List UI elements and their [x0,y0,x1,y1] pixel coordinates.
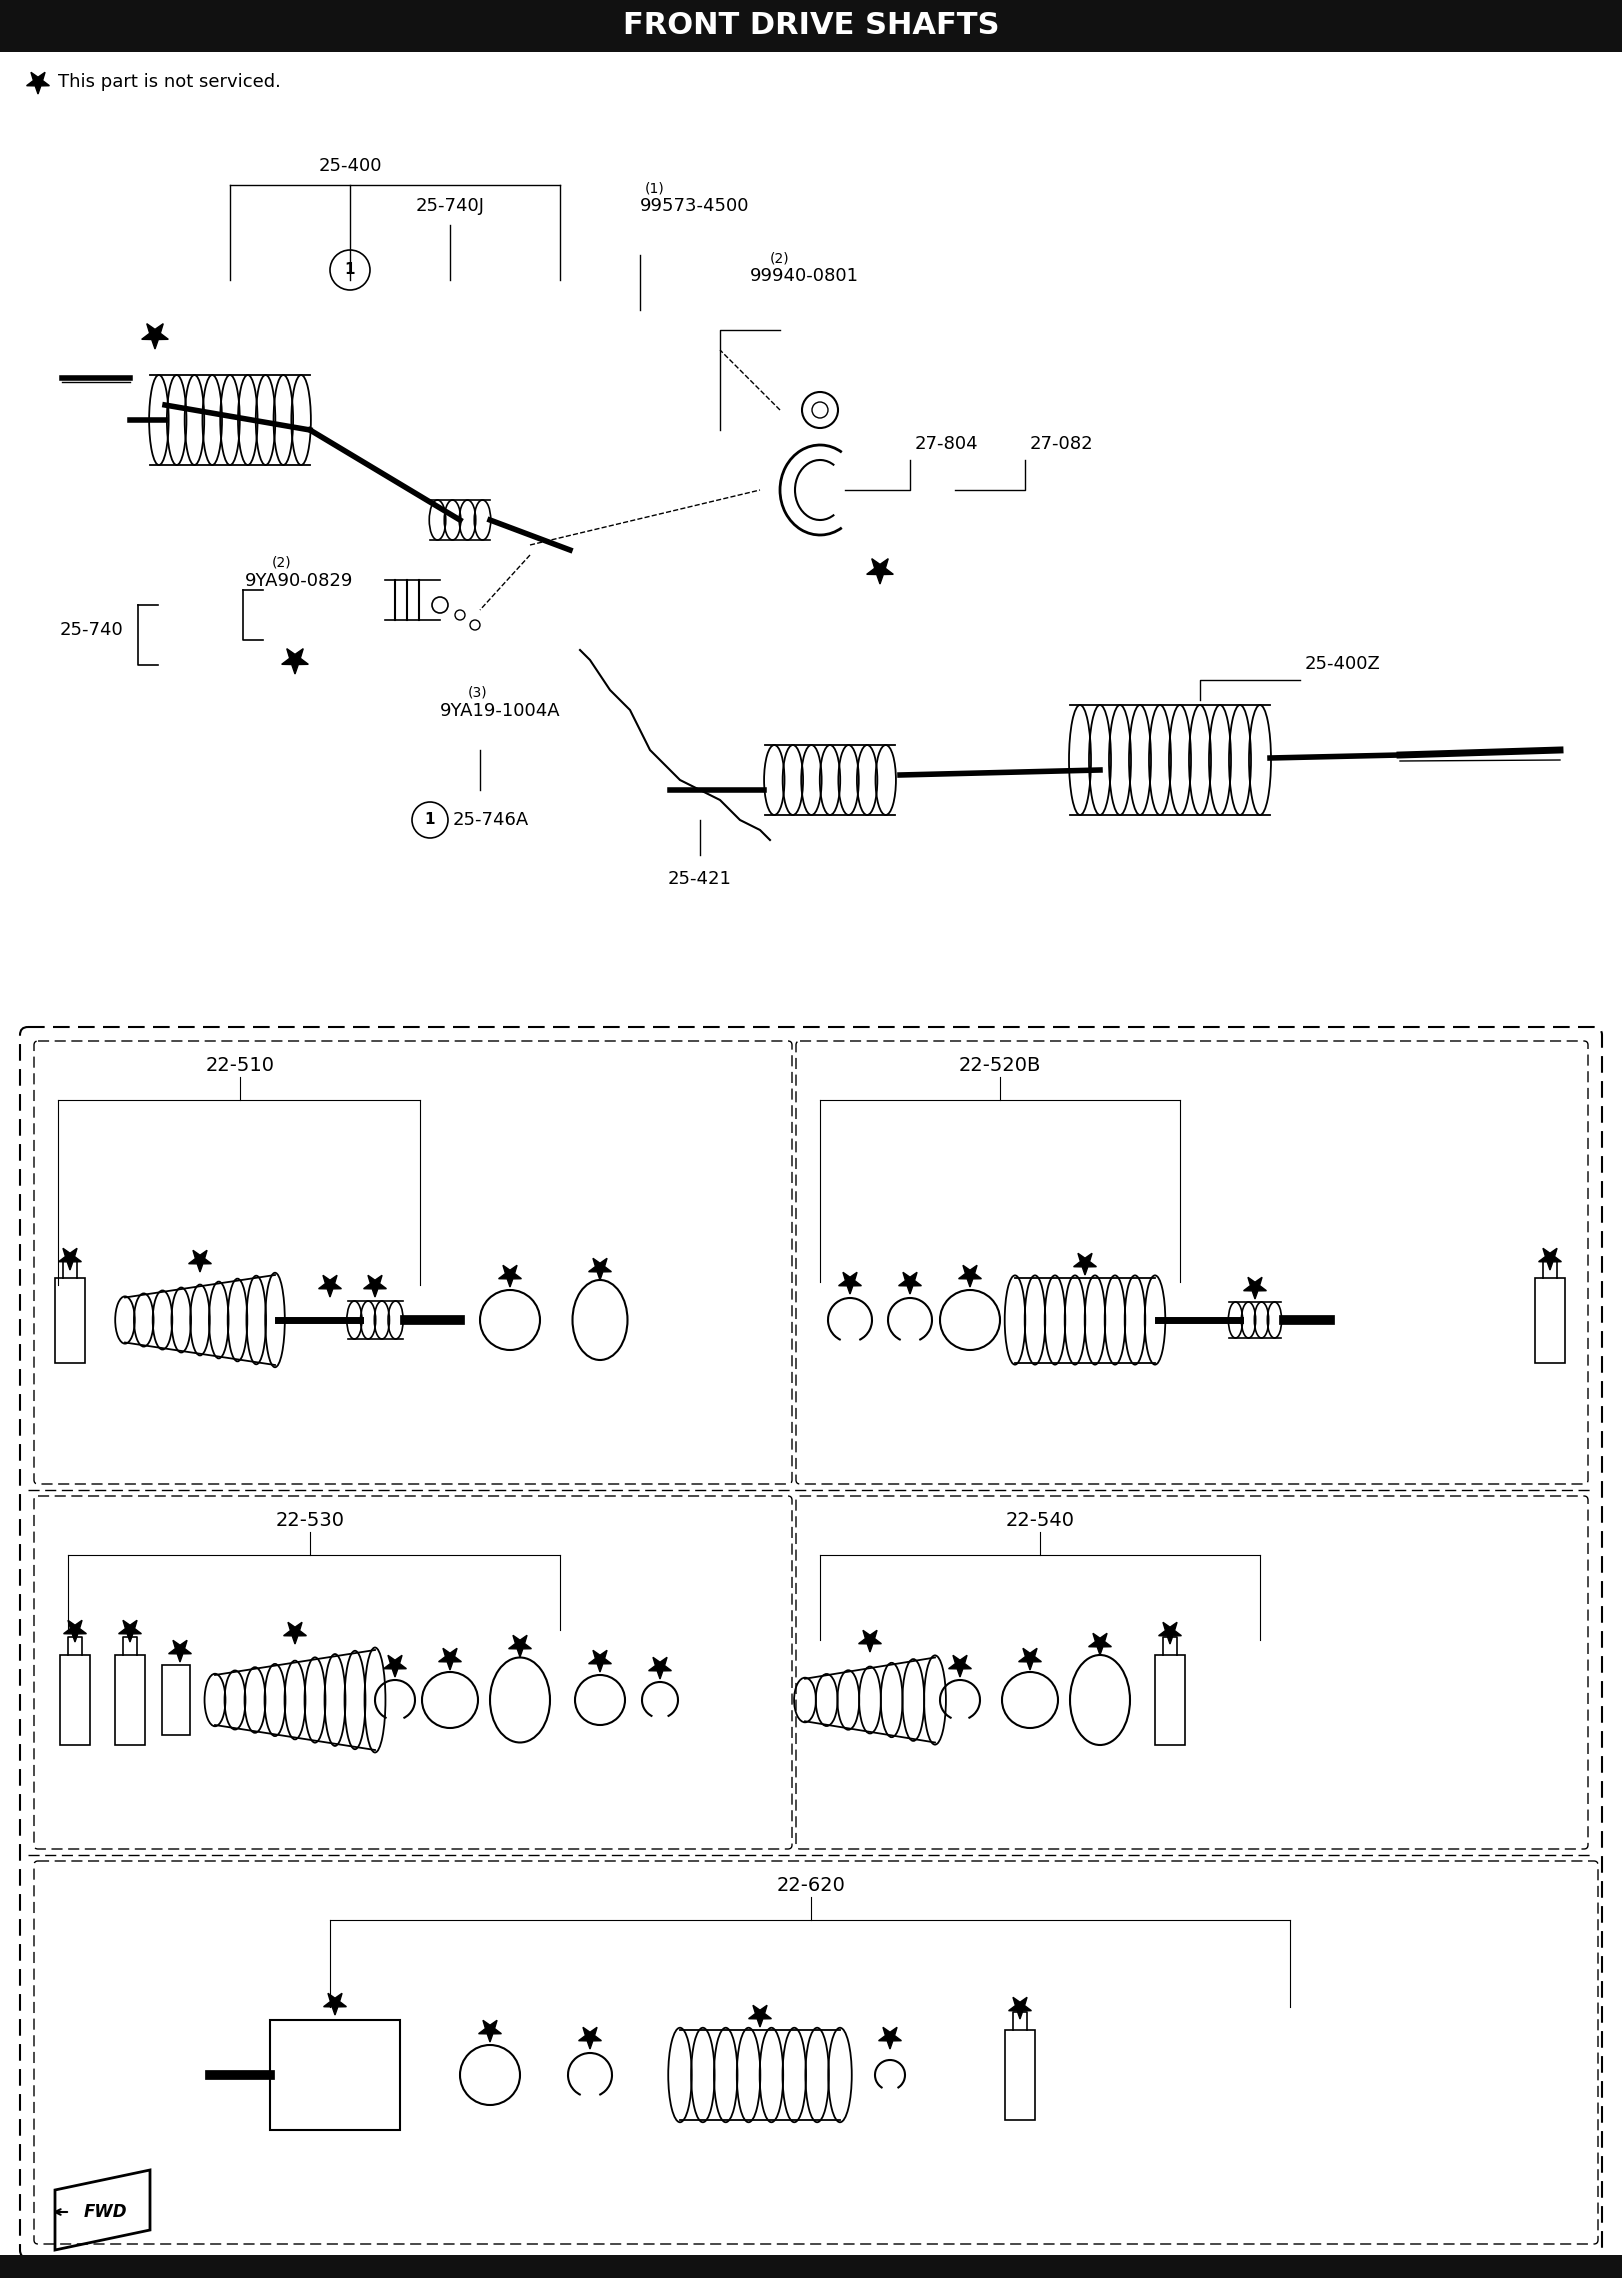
Text: FWD: FWD [83,2203,127,2221]
Text: 1: 1 [345,262,355,278]
Bar [1006,2030,1035,2121]
Polygon shape [478,2021,501,2041]
Text: 22-530: 22-530 [276,1510,344,1531]
Text: 25-421: 25-421 [668,870,732,888]
FancyBboxPatch shape [34,1861,1598,2244]
Text: 99940-0801: 99940-0801 [749,267,860,285]
Text: 9YA19-1004A: 9YA19-1004A [440,702,561,720]
Text: 25-400: 25-400 [318,157,381,175]
Bar [269,2021,401,2130]
Text: 99573-4500: 99573-4500 [641,196,749,214]
Polygon shape [1158,1622,1181,1645]
Polygon shape [26,73,49,93]
Bar [60,1656,89,1745]
Polygon shape [383,1656,407,1677]
Polygon shape [318,1276,341,1296]
Bar [115,1656,144,1745]
Text: 1: 1 [425,813,435,827]
Text: (1): (1) [646,180,665,196]
Polygon shape [363,1276,386,1296]
Text: (2): (2) [272,556,292,570]
Text: (3): (3) [469,686,488,699]
Text: 25-740: 25-740 [60,622,123,640]
Bar [162,1665,190,1736]
Bar [0,0,1622,52]
Bar [1534,1278,1565,1362]
Text: 22-510: 22-510 [206,1057,274,1075]
Polygon shape [1244,1278,1267,1298]
Bar [0,2255,1622,2278]
Text: 22-540: 22-540 [1006,1510,1074,1531]
Polygon shape [589,1649,611,1672]
Polygon shape [1019,1649,1041,1670]
Polygon shape [284,1622,307,1645]
Polygon shape [169,1640,191,1663]
Text: FRONT DRIVE SHAFTS: FRONT DRIVE SHAFTS [623,11,999,41]
Text: 22-620: 22-620 [777,1877,845,1895]
Polygon shape [858,1631,881,1652]
Polygon shape [949,1656,972,1677]
Polygon shape [749,2005,772,2027]
Polygon shape [899,1273,921,1294]
Polygon shape [649,1658,672,1679]
FancyBboxPatch shape [34,1041,792,1483]
Polygon shape [188,1251,211,1271]
Text: (2): (2) [770,251,790,264]
Text: 25-400Z: 25-400Z [1306,656,1380,672]
Text: 22-520B: 22-520B [959,1057,1041,1075]
Polygon shape [438,1649,461,1670]
Text: 9YA90-0829: 9YA90-0829 [245,572,354,590]
FancyBboxPatch shape [34,1497,792,1850]
Polygon shape [1088,1633,1111,1656]
Text: 27-804: 27-804 [915,435,978,453]
Polygon shape [323,1993,347,2016]
Polygon shape [579,2027,602,2048]
Polygon shape [866,558,894,583]
Polygon shape [141,323,169,349]
Polygon shape [509,1636,532,1656]
FancyBboxPatch shape [796,1497,1588,1850]
Polygon shape [1074,1253,1096,1276]
Polygon shape [63,1620,86,1642]
Polygon shape [118,1620,141,1642]
Text: 25-740J: 25-740J [415,196,485,214]
Bar [55,1278,84,1362]
Polygon shape [959,1264,981,1287]
Polygon shape [839,1273,861,1294]
Polygon shape [1009,1998,1032,2018]
Polygon shape [589,1257,611,1280]
Polygon shape [879,2027,902,2048]
Text: 27-082: 27-082 [1030,435,1093,453]
Text: This part is not serviced.: This part is not serviced. [58,73,281,91]
Polygon shape [498,1264,521,1287]
FancyBboxPatch shape [19,1027,1603,2257]
Polygon shape [58,1248,81,1271]
Polygon shape [1539,1248,1562,1271]
Bar [1155,1656,1186,1745]
Polygon shape [282,649,308,674]
FancyBboxPatch shape [796,1041,1588,1483]
Text: 25-746A: 25-746A [453,811,529,829]
